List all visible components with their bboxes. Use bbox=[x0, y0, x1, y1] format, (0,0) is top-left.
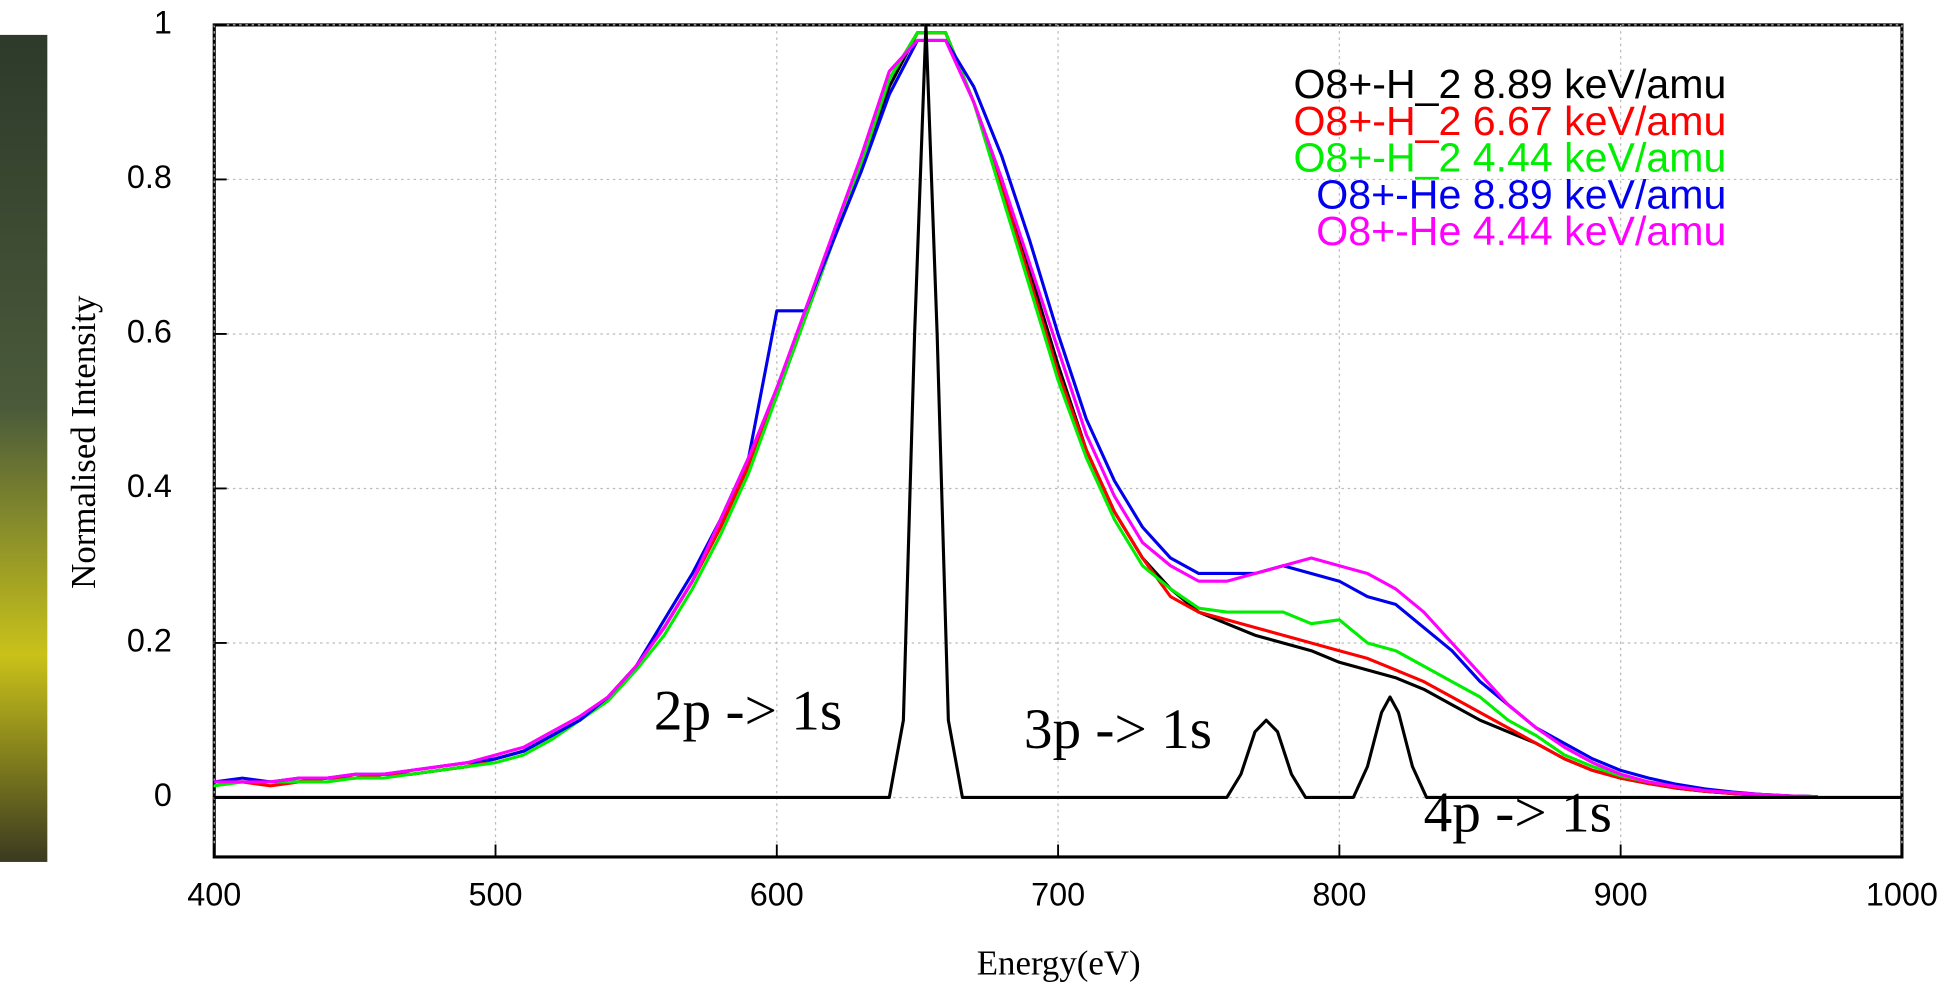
legend-entry: O8+-H_2 8.89 keV/amu bbox=[1293, 61, 1726, 107]
legend-entry: O8+-He 8.89 keV/amu bbox=[1316, 171, 1726, 217]
legend-entry: O8+-He 4.44 keV/amu bbox=[1316, 208, 1726, 254]
x-axis-label: Energy(eV) bbox=[977, 944, 1141, 983]
legend-entry: O8+-H_2 6.67 keV/amu bbox=[1293, 98, 1726, 144]
peak-annotation: 3p -> 1s bbox=[1024, 698, 1212, 761]
x-tick-label: 600 bbox=[750, 876, 804, 912]
peak-annotation: 2p -> 1s bbox=[654, 679, 842, 742]
y-tick-label: 0.6 bbox=[127, 313, 172, 349]
y-tick-label: 1 bbox=[154, 4, 172, 40]
y-tick-label: 0.2 bbox=[127, 623, 172, 659]
peak-annotation: 4p -> 1s bbox=[1424, 781, 1612, 844]
y-tick-label: 0.4 bbox=[127, 468, 172, 504]
y-tick-label: 0 bbox=[154, 777, 172, 813]
x-tick-label: 500 bbox=[469, 876, 523, 912]
series-line bbox=[214, 38, 1818, 799]
y-tick-label: 0.8 bbox=[127, 159, 172, 195]
series-line bbox=[214, 31, 1818, 799]
x-tick-label: 1000 bbox=[1866, 876, 1938, 912]
x-tick-label: 800 bbox=[1312, 876, 1366, 912]
x-tick-label: 900 bbox=[1594, 876, 1648, 912]
series-line bbox=[214, 23, 1902, 799]
y-axis-label: Normalised Intensity bbox=[64, 295, 103, 589]
legend-entry: O8+-H_2 4.44 keV/amu bbox=[1293, 135, 1726, 181]
x-tick-label: 400 bbox=[187, 876, 241, 912]
side-photo bbox=[0, 34, 48, 862]
series-line bbox=[214, 31, 1818, 799]
series-line bbox=[214, 38, 1818, 799]
x-tick-label: 700 bbox=[1031, 876, 1085, 912]
